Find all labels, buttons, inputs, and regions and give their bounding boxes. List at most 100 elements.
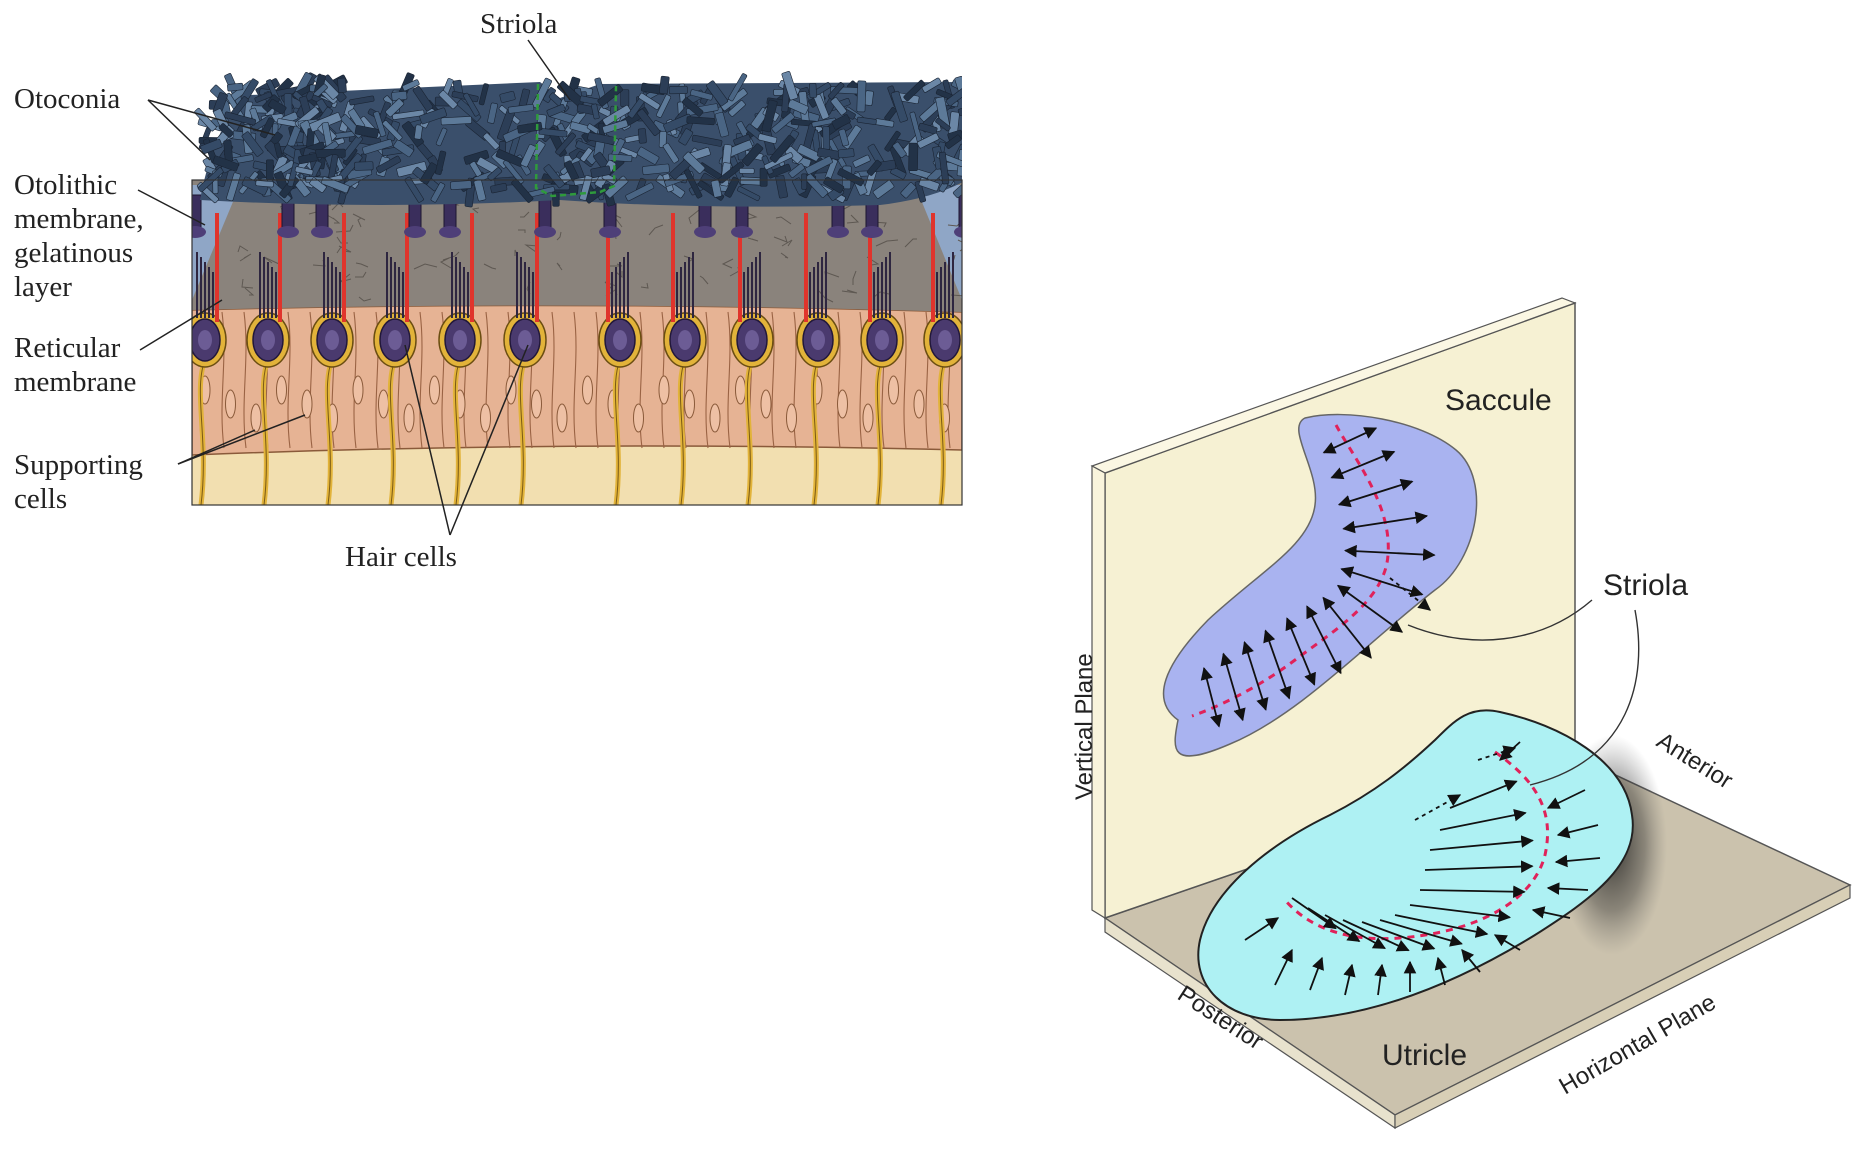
side-tissue-right [915, 185, 962, 300]
saccule-arrow [1330, 450, 1396, 480]
label-striola-right: Striola [1603, 569, 1688, 602]
otoconium-crystal [298, 153, 318, 165]
bundle-imprint-cap [439, 226, 461, 238]
striola-leader-lines [1407, 599, 1640, 786]
saccule-arrow [1322, 427, 1378, 454]
otoconium-crystal [520, 144, 537, 168]
otoconium-crystal [218, 123, 234, 138]
afferent-fiber-outline [876, 359, 883, 505]
horizontal-plane-edge-right [1394, 884, 1851, 1129]
otoconium-crystal [420, 162, 439, 185]
utricle-arrow [1554, 854, 1601, 868]
bundle-imprint-cap [861, 226, 883, 238]
utricle-polarity-arrows [1244, 741, 1601, 996]
otoconium-crystal [490, 182, 508, 194]
otoconium-crystal [393, 139, 414, 158]
otoconium-crystal [938, 151, 950, 185]
utricle-arrow [1291, 897, 1337, 930]
utricle-arrow [1394, 914, 1489, 938]
supporting-cell-nucleus [862, 403, 874, 433]
label-otolithic-1: Otolithic [14, 169, 117, 201]
supporting-cell-nucleus [378, 389, 389, 419]
gel-crack [950, 294, 962, 297]
otoconium-crystal [852, 154, 871, 168]
afferent-fiber-outline [812, 359, 819, 505]
otoconium-crystal [450, 180, 472, 191]
hair-cell-nucleus [613, 330, 627, 350]
hair-cell-nucleus [745, 330, 759, 350]
saccule-arrow [1285, 617, 1316, 686]
otoconium-crystal [625, 182, 655, 202]
supporting-cell-nucleus [684, 389, 695, 419]
gel-crack [648, 224, 664, 236]
saccule-polarity-arrows [1200, 427, 1436, 728]
utricle-arrow [1424, 860, 1534, 873]
afferent-fiber-outline [454, 359, 461, 505]
supporting-cell-nucleus [760, 389, 772, 419]
bundle-imprint-cap [277, 226, 299, 238]
label-otolithic-3: gelatinous [14, 237, 133, 269]
otoconium-crystal [254, 91, 273, 103]
otoconia-crystals [194, 71, 962, 208]
otoconium-crystal [376, 155, 402, 174]
afferent-fiber-outline [199, 359, 206, 505]
otoconium-crystal [638, 92, 661, 110]
gel-crack [781, 239, 793, 247]
otoconium-crystal [690, 89, 714, 101]
hair-cell-nucleus [198, 330, 212, 350]
otoconium-crystal [957, 102, 962, 116]
otoconium-crystal [414, 124, 423, 140]
otoconium-crystal [469, 161, 482, 177]
otoconium-crystal [788, 163, 805, 178]
otoconium-crystal [435, 127, 448, 147]
utricle-arrow [1556, 824, 1599, 839]
otoconium-crystal [678, 128, 694, 146]
otoconium-crystal [781, 71, 799, 101]
utricle-arrow [1531, 906, 1571, 919]
gel-crack [355, 262, 369, 268]
supporting-cell-wall [287, 311, 291, 449]
striola-outline [534, 83, 618, 198]
supporting-cell-wall [903, 311, 907, 449]
otoconium-crystal [569, 121, 592, 134]
otoconium-crystal [531, 77, 552, 109]
supporting-cell-nucleus [225, 389, 236, 419]
supporting-cell-nucleus [505, 375, 517, 405]
otoconium-crystal [706, 80, 729, 107]
otoconium-crystal [487, 167, 503, 181]
section-frame [191, 179, 963, 506]
supporting-cell-nucleus [888, 375, 899, 405]
otoconium-crystal [642, 163, 670, 176]
supporting-cell-wall [573, 311, 577, 449]
otoconium-crystal [787, 98, 809, 115]
otoconium-crystal [686, 116, 715, 126]
gel-crack [483, 263, 497, 270]
label-reticular-2: membrane [14, 366, 136, 398]
gel-crack [352, 213, 366, 221]
bundle-imprint-cap [192, 226, 206, 238]
gel-crack [904, 238, 917, 248]
gel-crack [852, 270, 857, 285]
otoconium-crystal [555, 132, 576, 156]
gel-crack [518, 229, 526, 233]
otoconium-crystal [392, 109, 425, 120]
otoconium-crystal [255, 180, 274, 188]
supporting-cell-nucleus [837, 389, 848, 419]
gel-crack [846, 214, 860, 224]
otoconium-crystal [584, 185, 605, 204]
gel-crack [773, 235, 788, 243]
otoconium-crystal [591, 103, 600, 120]
label-saccule: Saccule [1445, 384, 1552, 417]
gel-crack [688, 209, 700, 225]
otoconium-crystal [856, 116, 877, 125]
otoconium-crystal [892, 141, 907, 158]
hair-cell-nucleus [811, 330, 825, 350]
otoconium-crystal [412, 85, 434, 112]
left-leader-lines [137, 39, 571, 536]
otoconium-crystal [543, 164, 565, 189]
gel-crack [721, 258, 734, 269]
otoconium-crystal [404, 176, 424, 203]
utricle-arrow [1546, 789, 1586, 809]
otoconium-crystal [872, 179, 895, 199]
